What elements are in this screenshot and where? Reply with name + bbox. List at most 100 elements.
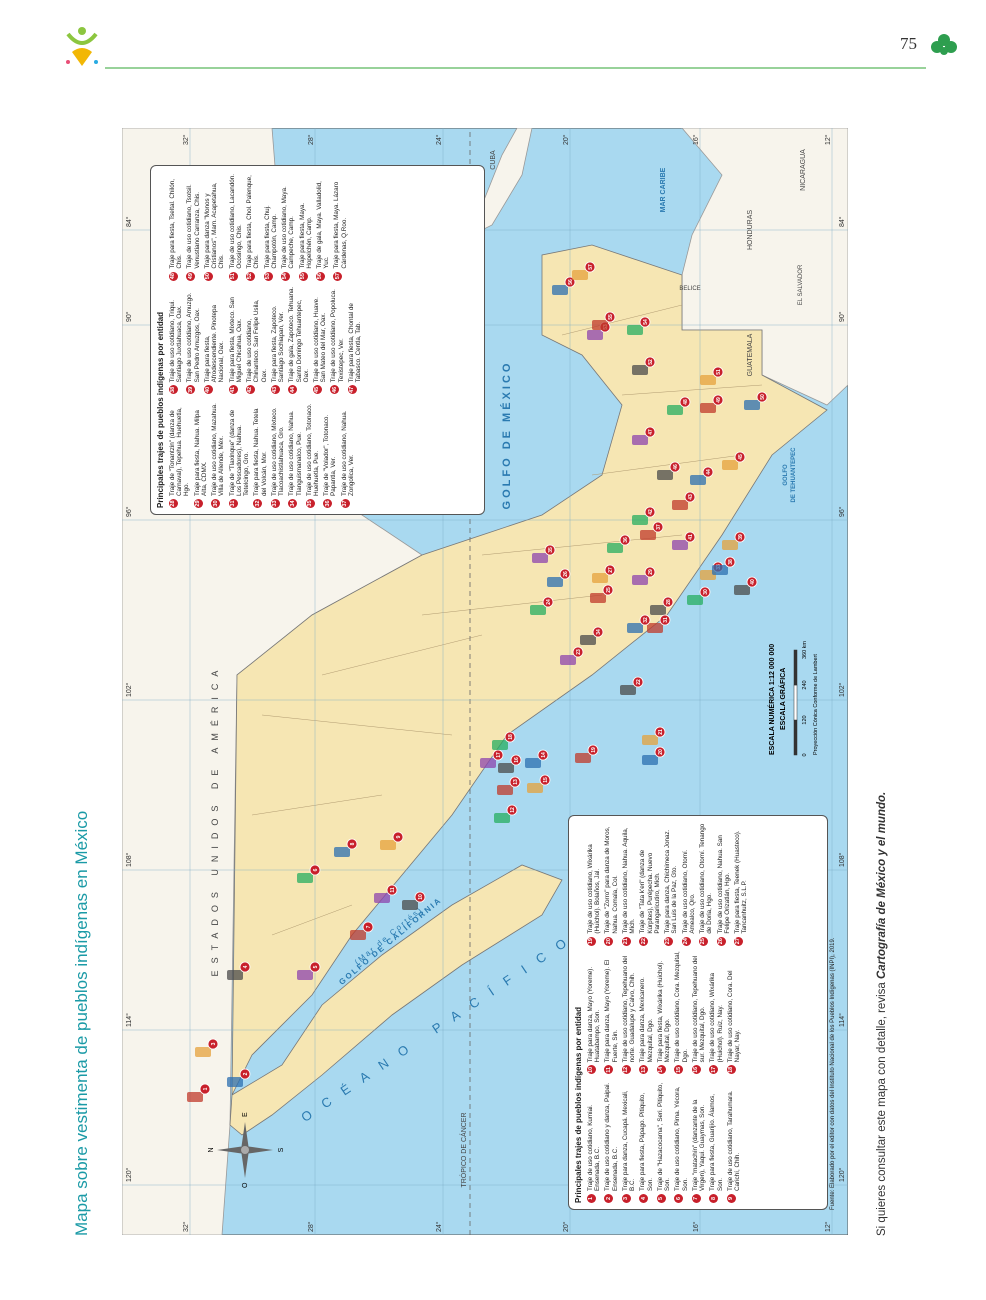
marker-circle [632, 676, 644, 688]
marker-number: 42 [648, 509, 654, 515]
legend-number: 57 [333, 271, 343, 281]
marker-circle [619, 534, 631, 546]
legend-item: 52 Traje para fiesta, Chol. Palenque, Chi… [246, 172, 260, 281]
legend-number: 37 [340, 499, 350, 508]
legend-item: 24 Traje de uso cotidiano, Otomí. Amealco… [681, 822, 696, 946]
map-marker: 54 [627, 316, 651, 335]
longitude-label: 84° [125, 216, 133, 227]
marker-circle [392, 831, 404, 843]
marker-number: 50 [760, 394, 766, 400]
legend-number: 54 [281, 271, 291, 281]
legend-item: 1 Traje de uso cotidiano, Kumiai. Ensenad… [587, 1079, 601, 1203]
legend-item: 36 Traje de "Volador", Totonaco. Papantla… [323, 399, 337, 508]
marker-number: 28 [666, 599, 672, 605]
legend-text: Traje de uso cotidiano y danza, Paipai. … [604, 1082, 619, 1191]
longitude-label: 102° [838, 682, 846, 697]
place-label: EL SALVADOR [798, 264, 804, 305]
map-marker: 57 [572, 261, 596, 280]
marker-circle [684, 531, 696, 543]
legend-item: 27 Traje para fiesta, Teenek (Huasteco). … [733, 822, 748, 946]
legend-columns: 28 Traje de "Tonantzin" (danza de Carnava… [169, 172, 365, 508]
marker-number: 4 [243, 965, 249, 968]
marker-circle [746, 576, 758, 588]
marker-number: 27 [608, 567, 614, 573]
place-label: CUBA [490, 150, 497, 170]
map-marker: 4 [227, 961, 251, 980]
marker-number: 56 [568, 279, 574, 285]
longitude-label: 108° [125, 852, 133, 867]
marker-number: 19 [591, 747, 597, 753]
map-marker: 31 [647, 614, 671, 633]
legend-item: 22 Traje de "Tata k'eri" (danza de Kúrpit… [639, 822, 661, 946]
place-label: NICARAGUA [800, 149, 807, 191]
legend-item: 4 Traje para fiesta, Pápago. Pitiquito, S… [639, 1079, 654, 1203]
legend-text: Traje de uso cotidiano, Cora. Mezquital,… [674, 951, 689, 1063]
marker-circle [734, 451, 746, 463]
marker-circle [544, 544, 556, 556]
marker-number: 48 [683, 399, 689, 405]
marker-circle [239, 1068, 251, 1080]
legend-number: 25 [699, 936, 709, 946]
legend-number: 20 [604, 936, 614, 946]
marker-number: 3 [211, 1042, 217, 1045]
costume-figure [527, 783, 543, 793]
longitude-label: 84° [838, 216, 846, 227]
legend-item: 44 Traje de gala, Zapoteco. Tehuana. Sant… [288, 286, 310, 395]
marker-number: 40 [750, 579, 756, 585]
legend-item: 7 Traje "matachín" (danzante de la Virgen… [691, 1079, 706, 1203]
map-marker: 49 [700, 394, 724, 413]
scale-graphic: ESCALA GRÁFICA [778, 668, 787, 730]
map-marker: 51 [700, 366, 724, 385]
legend-item: 3 Traje para danza, Cucapá. Mexicali, B.C… [621, 1079, 637, 1203]
legend-text: Traje para fiesta, Mixteco. San Miguel C… [228, 297, 243, 383]
legend-text: Traje para danza, Cucapá. Mexicali, B.C. [621, 1090, 637, 1191]
marker-number: 32 [643, 617, 649, 623]
map-marker: 47 [632, 426, 656, 445]
map-marker: 25 [590, 584, 614, 603]
legend-text: Traje de uso cotidiano, Huave. San Mateo… [312, 297, 328, 383]
legend-number: 13 [639, 1065, 649, 1075]
legend-text: Traje para fiesta, Zapoteco. Santiago So… [270, 305, 286, 383]
legend-number: 1 [587, 1194, 596, 1203]
map-marker: 46 [657, 461, 681, 480]
marker-circle [644, 506, 656, 518]
legend-text: Traje de uso cotidiano, Nahua. Tlanguism… [288, 410, 303, 496]
costume-figure [547, 577, 563, 587]
latitude-label: 28° [307, 1221, 315, 1232]
marker-number: 14 [541, 752, 547, 758]
legend-column: 19 Traje de uso cotidiano, Wixárika (Huic… [587, 822, 751, 946]
marker-number: 17 [496, 752, 502, 758]
legend-item: 55 Traje para fiesta, Maya. Hopelchén, Ca… [298, 172, 313, 281]
costume-figure [700, 375, 716, 385]
legend-number: 6 [674, 1194, 684, 1203]
marker-number: 24 [546, 599, 552, 605]
legend-text: Traje para danza, Mayo (Yoreme). El Fuer… [604, 959, 619, 1063]
legend-number: 16 [691, 1065, 701, 1075]
legend-title: Principales trajes de pueblos indígenas … [156, 311, 165, 508]
legend-item: 34 Traje de uso cotidiano, Nahua. Tlangui… [288, 399, 303, 508]
marker-circle [652, 521, 664, 533]
map-marker: 42 [632, 506, 656, 525]
place-label: TRÓPICO DE CÁNCER [459, 1112, 468, 1187]
legend-item: 19 Traje de uso cotidiano, Wixárika (Huic… [587, 822, 601, 946]
costume-figure [580, 635, 596, 645]
longitude-label: 114° [838, 1013, 846, 1027]
latitude-label: 24° [435, 134, 443, 145]
compass-center [241, 1146, 249, 1154]
legend-number: 49 [186, 271, 196, 281]
legend-text: Traje para fiesta, Pápago. Pitiquito, So… [639, 1092, 654, 1191]
marker-number: 46 [673, 464, 679, 470]
scale-tick: 120 [802, 715, 808, 724]
legend-column: 48 Traje para fiesta, Tseltal. Chilón, Ch… [169, 172, 365, 281]
legend-item: 28 Traje de "Tonantzin" (danza de Carnava… [169, 399, 191, 508]
legend-text: Traje de uso cotidiano, Maya. Campeche, … [281, 186, 296, 269]
map-marker: 5 [297, 961, 321, 980]
legend-item: 6 Traje de uso cotidiano, Pima. Yécora, S… [674, 1079, 689, 1203]
marker-circle [199, 1083, 211, 1095]
legend-number: 35 [305, 499, 315, 508]
map-marker: 32 [627, 614, 651, 633]
costume-figure [350, 930, 366, 940]
map-marker: 12 [494, 804, 518, 823]
legend-item: 32 Traje para fiesta, Nahua. Tetela del V… [253, 399, 268, 508]
map-marker: 30 [687, 586, 711, 605]
